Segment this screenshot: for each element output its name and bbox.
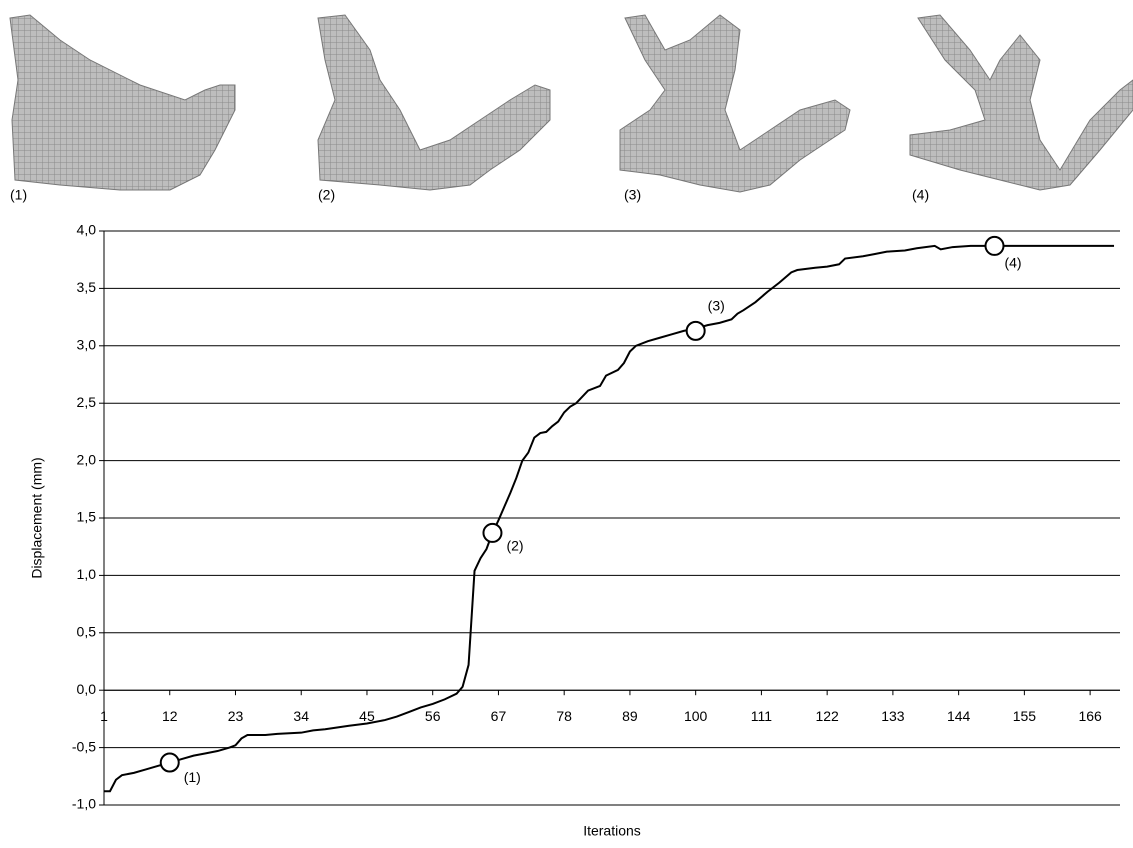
x-axis-title: Iterations	[583, 823, 641, 839]
x-tick-label: 12	[162, 708, 178, 724]
marker-label: (3)	[708, 298, 725, 314]
x-tick-label: 100	[684, 708, 708, 724]
figure-label: (2)	[318, 187, 335, 203]
shape-image	[318, 15, 550, 190]
shape-image	[620, 15, 850, 192]
y-tick-label: 3,0	[77, 337, 97, 353]
y-axis-title: Displacement (mm)	[29, 457, 45, 578]
x-tick-label: 23	[228, 708, 244, 724]
figure-label: (3)	[624, 187, 641, 203]
x-tick-label: 166	[1078, 708, 1102, 724]
x-tick-label: 67	[491, 708, 507, 724]
x-tick-label: 34	[293, 708, 309, 724]
x-tick-label: 155	[1013, 708, 1037, 724]
x-tick-label: 133	[881, 708, 905, 724]
y-tick-label: 0,0	[77, 681, 97, 697]
figure-label: (1)	[10, 187, 27, 203]
y-tick-label: -0,5	[72, 738, 96, 754]
shape-image	[10, 15, 235, 190]
x-tick-label: 89	[622, 708, 638, 724]
voxel-images	[10, 15, 1133, 192]
x-tick-label: 56	[425, 708, 441, 724]
y-tick-label: 0,5	[77, 624, 97, 640]
y-tick-label: 3,5	[77, 279, 97, 295]
x-tick-label: 144	[947, 708, 971, 724]
marker	[985, 237, 1003, 255]
chart: (1) (2) (3) (4) Iterations Displacement …	[0, 0, 1133, 843]
marker	[161, 754, 179, 772]
marker-label: (2)	[506, 538, 523, 554]
x-tick-label: 111	[751, 708, 772, 724]
x-tick-label: 1	[100, 708, 108, 724]
y-tick-label: 1,5	[77, 509, 97, 525]
marker	[483, 524, 501, 542]
x-tick-label: 78	[556, 708, 572, 724]
y-tick-label: 2,5	[77, 394, 97, 410]
marker-label: (4)	[1004, 255, 1021, 271]
x-tick-label: 122	[815, 708, 839, 724]
shape-image	[910, 15, 1133, 190]
y-tick-label: 1,0	[77, 566, 97, 582]
y-tick-label: 2,0	[77, 451, 97, 467]
figure-label: (4)	[912, 187, 929, 203]
marker-label: (1)	[184, 769, 201, 785]
y-tick-label: 4,0	[77, 222, 97, 238]
y-tick-label: -1,0	[72, 796, 96, 812]
marker	[687, 322, 705, 340]
